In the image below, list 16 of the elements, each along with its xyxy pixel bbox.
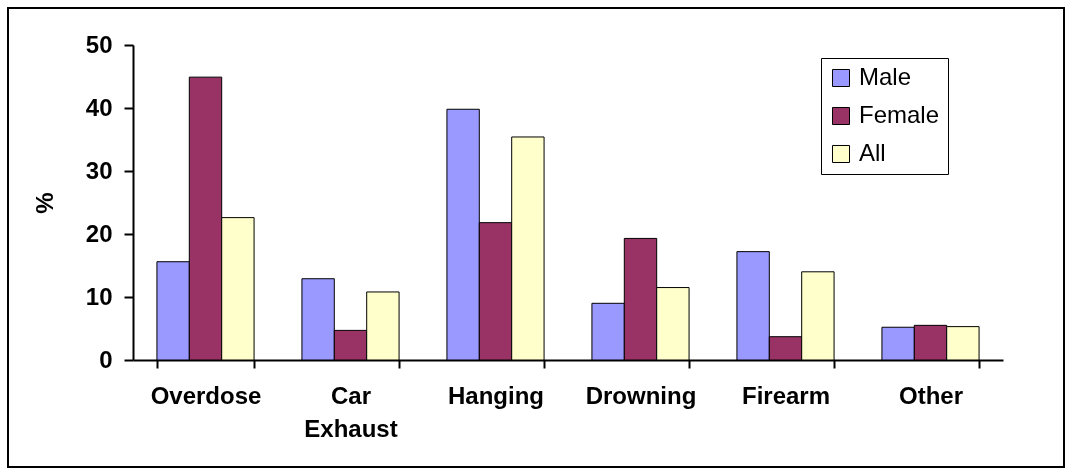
x-tick-label: Drowning bbox=[585, 381, 697, 409]
y-tick-label: 30 bbox=[85, 156, 113, 184]
legend-label: Male bbox=[859, 63, 912, 90]
y-tick-label: 40 bbox=[85, 93, 113, 121]
y-tick-label: 0 bbox=[99, 345, 113, 373]
y-tick-label: 10 bbox=[85, 282, 113, 310]
y-tick-label: 20 bbox=[85, 219, 113, 247]
y-axis-title: % bbox=[30, 192, 58, 214]
y-tick-label: 50 bbox=[85, 30, 113, 58]
legend-label: Female bbox=[859, 101, 940, 128]
x-tick-label: Car Exhaust bbox=[304, 381, 398, 442]
x-tick-label: Hanging bbox=[448, 381, 544, 409]
x-tick-label: Other bbox=[898, 381, 964, 409]
legend-label: All bbox=[859, 139, 886, 166]
x-tick-label: Firearm bbox=[741, 381, 831, 409]
x-tick-label: Overdose bbox=[150, 381, 262, 409]
